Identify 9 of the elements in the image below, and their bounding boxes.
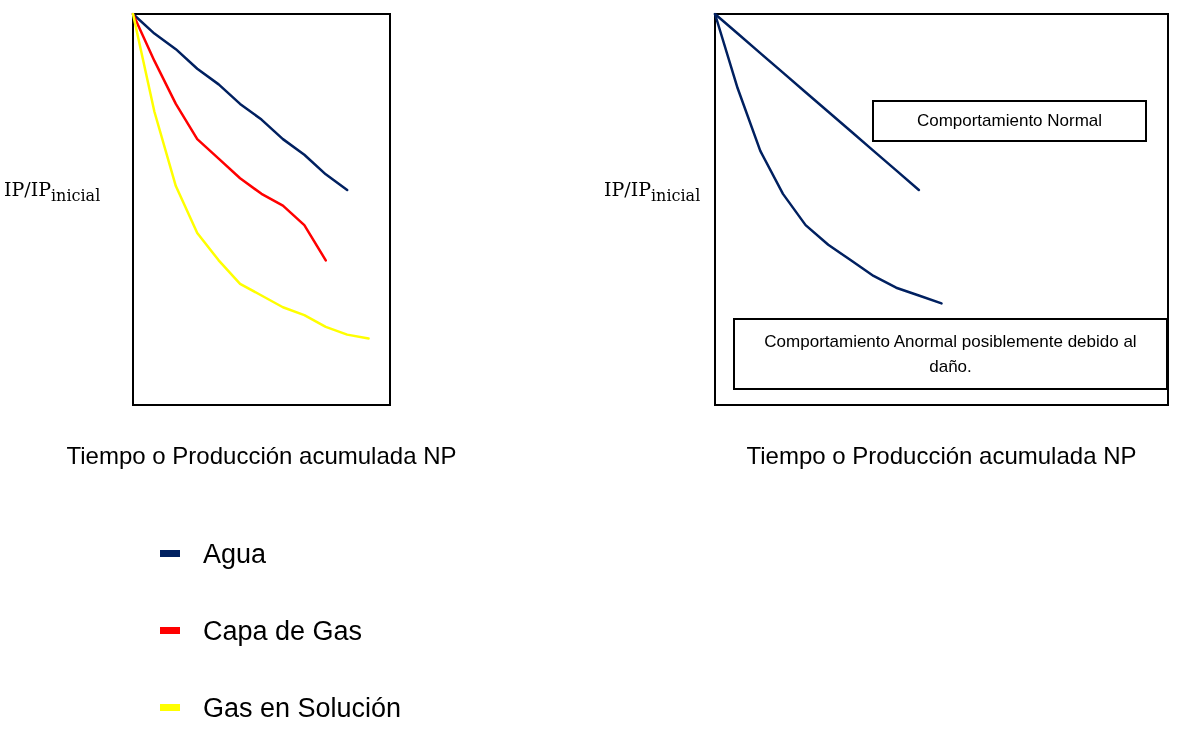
legend-label: Capa de Gas: [203, 615, 363, 646]
y-axis-title: IP/IP$_{inicial}$: [4, 178, 101, 205]
legend-label: Agua: [203, 538, 268, 569]
legend-label: Gas en Solución: [203, 692, 402, 723]
text-box: Comportamiento Normal: [872, 100, 1147, 142]
x-axis-title: Tiempo o Producción acumulada NP: [746, 441, 1137, 469]
y-axis-title: IP/IP$_{inicial}$: [604, 178, 701, 205]
x-axis-title: Tiempo o Producción acumulada NP: [66, 441, 457, 469]
text-box: Comportamiento Anormal posiblemente debido al daño.: [733, 318, 1168, 390]
